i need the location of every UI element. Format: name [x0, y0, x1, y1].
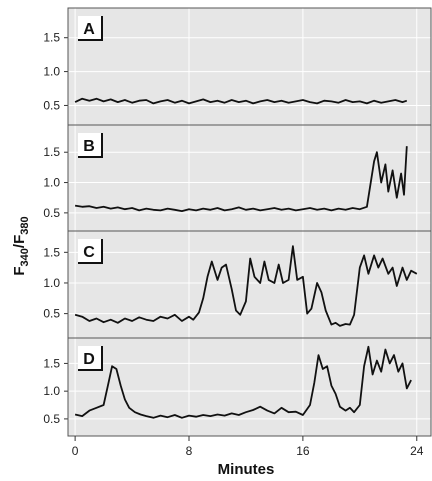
x-tick-label: 0 [72, 444, 79, 458]
y-tick-label: 1.0 [43, 65, 60, 79]
y-axis-label: F340/F380 [11, 216, 31, 275]
y-tick-label: 0.5 [43, 307, 60, 321]
y-tick-label: 0.5 [43, 206, 60, 220]
y-tick-label: 0.5 [43, 98, 60, 112]
panel-letter-b: B [83, 138, 95, 155]
panel-letter-box-border [78, 346, 103, 371]
series-line-d [74, 345, 412, 419]
panel-letter-box [78, 239, 102, 263]
panel-letter-box-border [78, 133, 103, 158]
y-tick-label: 1.5 [43, 31, 60, 45]
panel-letter-box [78, 16, 102, 40]
y-tick-label: 0.5 [43, 412, 60, 426]
panel-background [68, 338, 431, 436]
panel-letter-c: C [83, 244, 95, 261]
y-tick-label: 1.5 [43, 356, 60, 370]
panel-a: 0.5 1.0 1.5 A [43, 7, 432, 126]
series-line-b [74, 146, 408, 212]
x-tick-label: 8 [186, 444, 193, 458]
panel-letter-box-border [78, 239, 103, 264]
y-tick-label: 1.0 [43, 176, 60, 190]
y-tick-label: 1.5 [43, 145, 60, 159]
panel-letter-box [78, 133, 102, 157]
y-axis-label-base: F [11, 266, 28, 275]
panel-background [68, 231, 431, 338]
panel-b: 0.5 1.0 1.5 B [43, 124, 432, 232]
y-tick-label: 1.5 [43, 245, 60, 259]
y-tick-label: 1.0 [43, 384, 60, 398]
panel-c: 0.5 1.0 1.5 C [43, 230, 432, 339]
panel-d: 0.5 1.0 1.5 D [43, 337, 432, 437]
y-axis-label-sub1: 340 [19, 248, 31, 266]
panel-letter-box [78, 346, 102, 370]
x-tick-label: 24 [410, 444, 424, 458]
y-axis-label-sep: /F [11, 235, 28, 248]
panel-background [68, 125, 431, 231]
panel-frame [67, 337, 432, 437]
svg-text:F340/F380: F340/F380 [11, 216, 31, 275]
panel-letter-d: D [83, 351, 95, 368]
panel-background [68, 8, 431, 125]
x-axis: 0 8 16 24 [72, 436, 424, 458]
y-tick-label: 1.0 [43, 276, 60, 290]
x-axis-label: Minutes [218, 461, 275, 478]
panel-letter-a: A [83, 21, 95, 38]
panels-group: 0.5 1.0 1.5 A 0.5 1.0 1.5 B 0.5 1.0 1.5 C 0.5 1.0 1.5 D [43, 7, 432, 437]
series-line-a [74, 97, 408, 105]
y-axis-label-sub2: 380 [19, 216, 31, 234]
series-line-c [74, 245, 418, 327]
panel-letter-box-border [78, 16, 103, 41]
x-tick-label: 16 [296, 444, 310, 458]
